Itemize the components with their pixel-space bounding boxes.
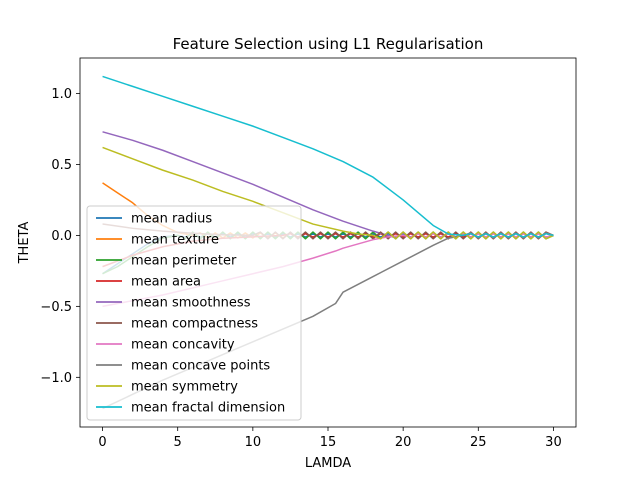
x-axis: 0 5 10 15 20 25 30 bbox=[98, 427, 562, 450]
x-tick-label: 25 bbox=[470, 435, 487, 450]
series-line-mean-fractal-dimension bbox=[102, 75, 554, 238]
y-tick-label: −1.0 bbox=[40, 371, 72, 386]
x-tick-label: 0 bbox=[98, 435, 106, 450]
legend-label: mean radius bbox=[131, 212, 212, 227]
legend-label: mean concavity bbox=[131, 338, 235, 353]
legend-label: mean perimeter bbox=[131, 254, 237, 269]
y-axis: −1.0 −0.5 0.0 0.5 1.0 bbox=[40, 87, 80, 386]
y-tick-label: −0.5 bbox=[40, 300, 72, 315]
legend-label: mean symmetry bbox=[131, 380, 238, 395]
x-tick-label: 10 bbox=[245, 435, 262, 450]
legend-label: mean compactness bbox=[131, 317, 258, 332]
y-tick-label: 0.5 bbox=[51, 158, 72, 173]
x-axis-label: LAMDA bbox=[305, 456, 351, 471]
legend-label: mean concave points bbox=[131, 359, 270, 374]
legend-label: mean smoothness bbox=[131, 296, 251, 311]
chart-title: Feature Selection using L1 Regularisatio… bbox=[173, 35, 484, 53]
legend-label: mean fractal dimension bbox=[131, 401, 285, 416]
x-tick-label: 20 bbox=[395, 435, 412, 450]
y-tick-label: 1.0 bbox=[51, 87, 72, 102]
x-tick-label: 30 bbox=[545, 435, 562, 450]
x-tick-label: 5 bbox=[174, 435, 182, 450]
y-axis-label: THETA bbox=[17, 222, 32, 265]
legend-box bbox=[86, 205, 302, 421]
legend-label: mean area bbox=[131, 275, 201, 290]
y-tick-label: 0.0 bbox=[51, 229, 72, 244]
legend: mean radius mean texture mean perimeter mea… bbox=[86, 205, 302, 421]
legend-label: mean texture bbox=[131, 233, 219, 248]
x-tick-label: 15 bbox=[320, 435, 337, 450]
